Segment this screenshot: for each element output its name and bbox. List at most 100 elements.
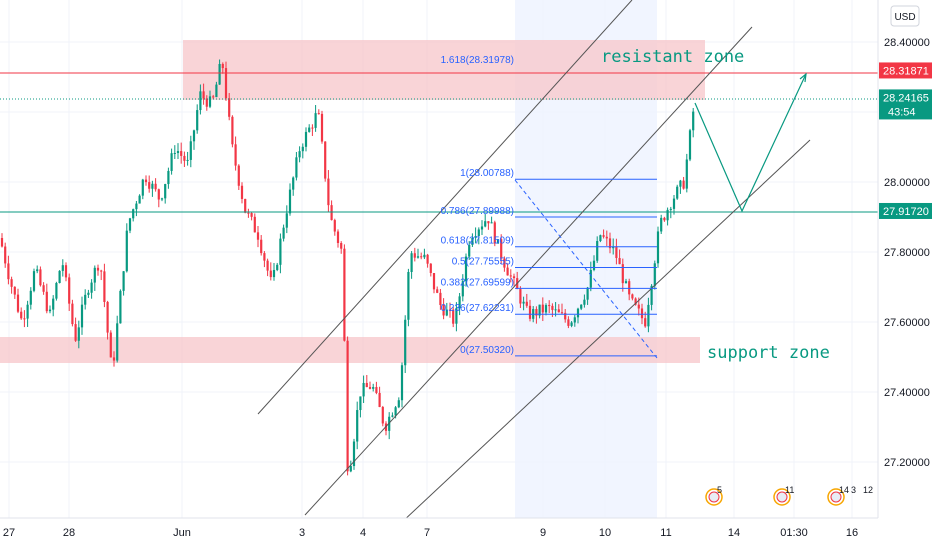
candle-body: [327, 178, 330, 206]
candle-body: [304, 131, 308, 147]
candle-body: [52, 298, 55, 310]
candle-body: [96, 267, 100, 271]
candle-body: [4, 246, 7, 264]
currency-badge[interactable]: [890, 5, 920, 27]
candle-body: [548, 305, 551, 307]
candle-body: [452, 309, 455, 324]
candle-body: [231, 116, 234, 145]
candle-body: [80, 304, 84, 328]
candle-body: [560, 312, 564, 314]
candle-body: [45, 291, 48, 312]
candle-body: [77, 327, 80, 341]
support-zone-label: support zone: [707, 343, 830, 363]
candle-body: [84, 294, 87, 305]
candle-body: [247, 212, 250, 214]
price-tag: [879, 62, 932, 79]
candle-body: [372, 387, 375, 389]
fib-level-label: 0.786(27.89988): [441, 206, 514, 217]
candle-body: [541, 304, 544, 313]
candle-body: [29, 290, 32, 305]
candle-body: [564, 312, 567, 320]
candle-body: [333, 220, 336, 232]
candle-body: [471, 237, 474, 245]
candle-body: [602, 235, 605, 237]
candle-body: [32, 271, 36, 291]
candle-body: [311, 127, 314, 129]
candle-body: [596, 241, 599, 261]
candle-body: [608, 238, 612, 249]
candle-body: [42, 285, 45, 292]
candle-body: [669, 208, 672, 210]
candle-body: [410, 253, 413, 272]
candle-body: [343, 248, 346, 341]
candle-body: [170, 153, 173, 171]
candle-body: [100, 270, 103, 272]
event-count: 14: [839, 485, 849, 495]
candle-body: [359, 396, 362, 411]
price-tick-label: 27.80000: [884, 247, 930, 259]
candle-body: [688, 130, 692, 160]
event-markers[interactable]: 5 11 14 3 12: [705, 485, 873, 506]
candle-body: [74, 324, 77, 341]
candle-body: [119, 290, 122, 324]
candle-body: [250, 213, 253, 217]
projection-arrow-head: [799, 72, 807, 83]
candle-body: [644, 318, 647, 327]
resistant-zone-label: resistant zone: [601, 47, 744, 67]
candle-body: [554, 309, 557, 311]
candle-body: [468, 244, 471, 257]
candle-body: [580, 304, 583, 309]
candle-body: [10, 279, 13, 287]
candle-body: [599, 235, 602, 242]
time-tick-label: 10: [599, 527, 611, 539]
event-count: 5: [717, 485, 722, 495]
price-tags: 28.31871 28.24165 43:54 27.91720: [879, 62, 932, 219]
price-tag-label: 28.24165: [883, 92, 929, 104]
candle-body: [292, 177, 295, 190]
candle-body: [490, 222, 493, 224]
candle-body: [432, 272, 436, 290]
candle-body: [282, 227, 285, 239]
candle-body: [503, 258, 506, 268]
candle-body: [672, 198, 676, 209]
candle-body: [138, 195, 141, 204]
candle-body: [436, 289, 439, 293]
candle-body: [663, 217, 666, 221]
candle-body: [340, 243, 343, 249]
candle-body: [631, 294, 634, 299]
candle-body: [352, 441, 356, 467]
candle-body: [112, 357, 116, 361]
candle-body: [628, 281, 631, 295]
candle-body: [429, 263, 432, 273]
candle-body: [320, 113, 324, 142]
candle-body: [157, 189, 160, 200]
candle-body: [487, 221, 490, 224]
channel-middle-line: [304, 26, 753, 516]
candle-body: [164, 184, 167, 199]
candle-body: [656, 231, 660, 264]
candle-body: [570, 322, 573, 326]
candle-body: [500, 239, 503, 259]
candle-body: [538, 304, 541, 316]
time-axis[interactable]: 27 28 Jun 3 4 7 9 10 11 14 01:30 16: [3, 527, 858, 539]
candle-body: [109, 332, 112, 358]
price-tag-label: 27.91720: [883, 206, 929, 218]
candle-body: [512, 276, 516, 279]
candle-body: [276, 264, 279, 270]
candle-body: [362, 382, 365, 397]
candle-body: [189, 141, 192, 160]
candle-body: [544, 305, 548, 313]
candle-body: [71, 303, 74, 325]
candle-body: [676, 186, 679, 199]
candle-body: [525, 301, 528, 306]
candle-body: [480, 226, 484, 230]
candle-body: [378, 392, 381, 408]
candle-body: [567, 319, 570, 326]
candle-body: [212, 96, 215, 98]
candle-body: [263, 253, 266, 261]
fib-level-label: 0.236(27.62231): [441, 303, 514, 314]
candle-body: [218, 63, 221, 85]
candle-body: [7, 263, 10, 280]
